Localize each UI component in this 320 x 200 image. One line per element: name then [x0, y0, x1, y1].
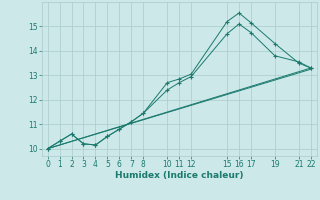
X-axis label: Humidex (Indice chaleur): Humidex (Indice chaleur)	[115, 171, 244, 180]
